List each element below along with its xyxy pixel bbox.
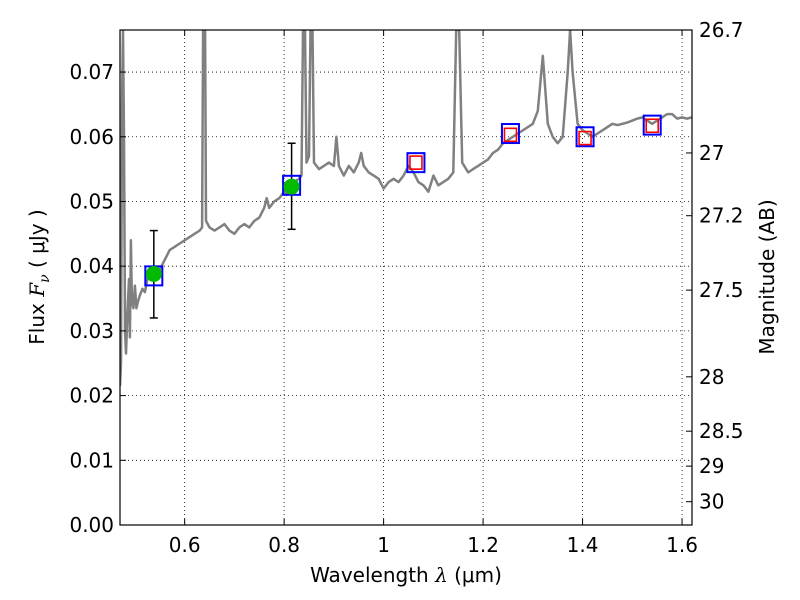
mag-tick-label: 26.7 <box>699 18 744 42</box>
mag-tick-label: 27 <box>699 141 724 165</box>
mag-tick-label: 30 <box>699 490 724 514</box>
band-flux-marker <box>282 174 302 196</box>
x-tick-label: 1 <box>377 533 390 557</box>
y-tick-label: 0.06 <box>69 125 114 149</box>
x-tick-label: 0.8 <box>268 533 300 557</box>
spectrum-line <box>120 30 692 386</box>
y-tick-label: 0.03 <box>69 319 114 343</box>
y-tick-label: 0.02 <box>69 384 114 408</box>
band-flux-marker <box>642 114 662 136</box>
y-tick-label: 0.01 <box>69 448 114 472</box>
y-tick-label: 0.04 <box>69 254 114 278</box>
y-tick-label: 0.05 <box>69 189 114 213</box>
detection-marker <box>283 178 300 195</box>
detection-marker <box>145 265 162 282</box>
x-axis-title: Wavelength λ (μm) <box>310 563 502 587</box>
x-tick-label: 0.6 <box>169 533 201 557</box>
y-tick-label: 0.00 <box>69 513 114 537</box>
plot-frame <box>119 29 693 526</box>
ticks: 0.6 0.8 1 1.2 1.4 1.6 0.00 0.01 0.02 0.03 0.04 0.05… <box>69 18 743 557</box>
plot-area-background <box>120 30 692 525</box>
upper-limit-marker <box>578 130 592 146</box>
band-flux-marker <box>406 152 426 174</box>
band-flux-marker <box>500 123 520 145</box>
y-tick-label: 0.07 <box>69 60 114 84</box>
mag-tick-label: 28 <box>699 365 724 389</box>
x-tick-label: 1.4 <box>567 533 599 557</box>
mag-tick-label: 29 <box>699 454 724 478</box>
marker-layer <box>144 114 662 319</box>
mag-tick-label: 27.2 <box>699 204 744 228</box>
x-tick-label: 1.6 <box>666 533 698 557</box>
series-layer <box>120 30 692 386</box>
upper-limit-marker <box>503 127 518 143</box>
y-axis-title: Flux Fν ( μJy ) <box>25 209 53 344</box>
mag-tick-label: 28.5 <box>699 419 744 443</box>
y2-axis-title: Magnitude (AB) <box>755 199 779 354</box>
band-flux-marker <box>575 126 595 148</box>
mag-tick-label: 27.5 <box>699 278 744 302</box>
upper-limit-marker <box>645 118 660 134</box>
x-tick-label: 1.2 <box>467 533 499 557</box>
upper-limit-marker <box>409 155 423 170</box>
